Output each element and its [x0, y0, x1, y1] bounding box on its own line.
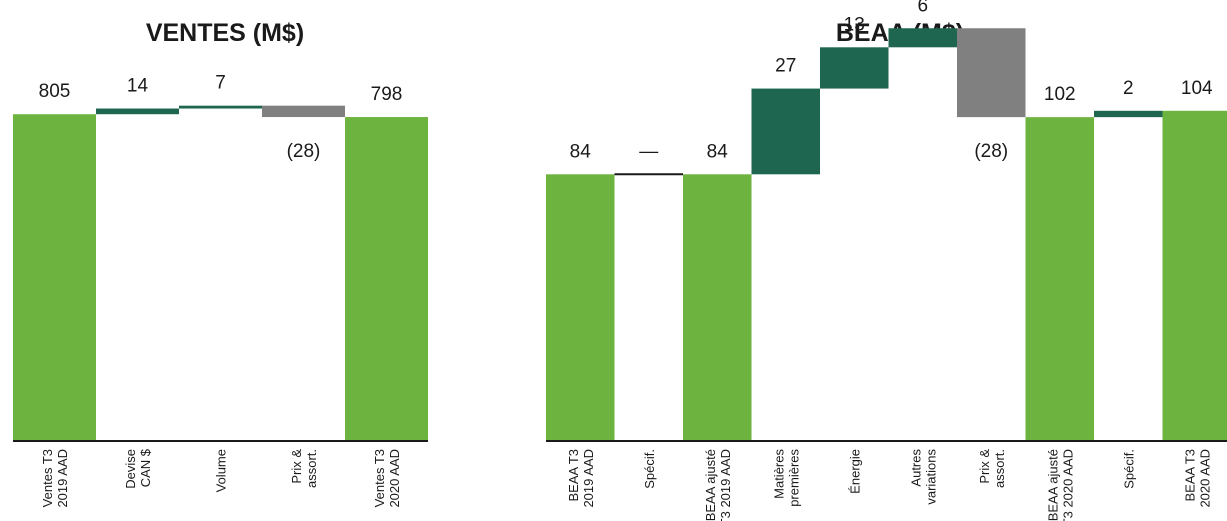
category-label-line: BEAA T3 — [1182, 449, 1197, 502]
category-label-line: 2019 AAD — [581, 449, 596, 508]
category-label-1: Spécif. — [642, 449, 657, 489]
category-label-line: Énergie — [847, 449, 862, 494]
bar-7 — [1025, 117, 1094, 442]
category-label-line: premières — [786, 449, 801, 507]
category-label-line: Autres — [908, 449, 923, 487]
data-label-3: 27 — [775, 56, 796, 77]
data-label-8: 2 — [1123, 78, 1134, 99]
category-label-line: Prix & — [289, 449, 304, 484]
bar-2 — [683, 174, 752, 442]
category-label-0: Ventes T32019 AAD — [40, 449, 70, 508]
category-label-line: variations — [923, 449, 938, 505]
category-label-4: Énergie — [847, 449, 862, 494]
category-label-6: Prix &assort. — [977, 449, 1007, 488]
bar-0 — [546, 174, 615, 442]
data-label-0: 84 — [570, 141, 592, 162]
category-label-7: BEAA ajustéT3 2020 AAD — [1045, 449, 1075, 521]
category-label-3: Matièrespremières — [771, 449, 801, 507]
category-label-line: CAN $ — [138, 448, 153, 487]
category-label-9: BEAA T32020 AAD — [1182, 449, 1212, 508]
data-label-1: 14 — [127, 76, 149, 97]
bar-9 — [1162, 110, 1227, 442]
category-label-5: Autresvariations — [908, 449, 938, 505]
data-label-4: 798 — [371, 84, 403, 105]
category-label-line: Matières — [771, 449, 786, 499]
category-label-line: Spécif. — [642, 449, 657, 489]
bar-4 — [345, 117, 428, 442]
data-label-3: (28) — [287, 141, 321, 162]
bar-0 — [13, 114, 96, 441]
category-label-2: Volume — [214, 449, 229, 492]
category-label-1: DeviseCAN $ — [123, 448, 153, 489]
category-label-line: T3 2020 AAD — [1060, 449, 1075, 521]
bar-8 — [1094, 110, 1163, 118]
data-label-0: 805 — [39, 81, 71, 102]
category-label-line: Devise — [123, 449, 138, 489]
data-label-5: 6 — [917, 0, 928, 16]
bar-5 — [888, 28, 957, 48]
data-label-6: (28) — [974, 141, 1008, 162]
category-label-line: 2019 AAD — [55, 449, 70, 508]
data-label-7: 102 — [1044, 84, 1076, 105]
bar-1 — [96, 108, 179, 115]
data-label-1: — — [639, 141, 658, 162]
category-label-2: BEAA ajustéT3 2019 AAD — [703, 449, 733, 521]
category-label-line: Ventes T3 — [40, 449, 55, 507]
chart-title: VENTES (M$) — [146, 19, 304, 47]
category-label-line: Spécif. — [1121, 449, 1136, 489]
data-label-9: 104 — [1181, 78, 1213, 99]
category-label-line: Prix & — [977, 449, 992, 484]
category-label-4: Ventes T32020 AAD — [372, 449, 402, 508]
category-label-line: T3 2019 AAD — [718, 449, 733, 521]
category-label-line: assort. — [304, 449, 319, 488]
data-label-2: 84 — [707, 141, 729, 162]
category-label-line: 2020 AAD — [387, 449, 402, 508]
data-label-4: 13 — [844, 14, 865, 35]
category-label-line: Volume — [214, 449, 229, 492]
bar-4 — [820, 47, 889, 89]
category-label-line: 2020 AAD — [1197, 449, 1212, 508]
category-label-line: BEAA ajusté — [703, 449, 718, 521]
category-label-line: assort. — [992, 449, 1007, 488]
bar-2 — [179, 105, 262, 109]
bar-3 — [751, 88, 820, 175]
category-label-0: BEAA T32019 AAD — [566, 449, 596, 508]
category-label-8: Spécif. — [1121, 449, 1136, 489]
category-label-line: BEAA ajusté — [1045, 449, 1060, 521]
category-label-line: Ventes T3 — [372, 449, 387, 507]
category-label-3: Prix &assort. — [289, 449, 319, 488]
bar-6 — [957, 28, 1026, 118]
data-label-2: 7 — [215, 73, 226, 94]
bar-3 — [262, 105, 345, 118]
category-label-line: BEAA T3 — [566, 449, 581, 502]
